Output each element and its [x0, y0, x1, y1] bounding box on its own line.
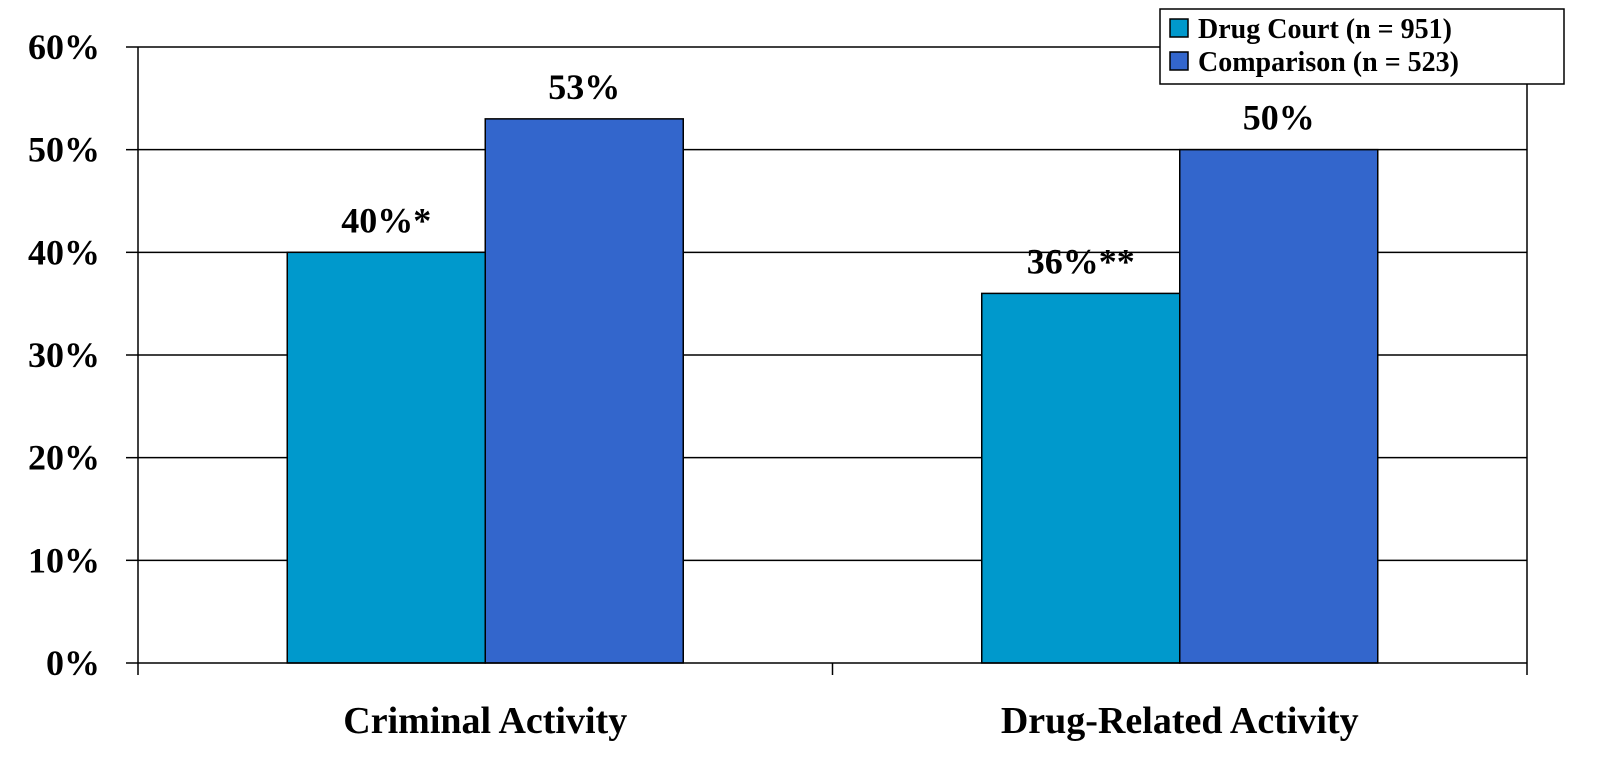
bar-drug-court-0 [286, 251, 486, 664]
data-label: 40%* [341, 200, 431, 240]
y-tick-labels: 0% 10% 20% 30% 40% 50% 60% [28, 27, 100, 683]
category-label: Drug-Related Activity [1001, 700, 1359, 742]
legend: Drug Court (n = 951)Comparison (n = 523) [1159, 8, 1565, 85]
legend-label: Comparison (n = 523) [1198, 47, 1459, 78]
y-tick-label: 50% [28, 130, 100, 170]
axes [126, 46, 1528, 675]
data-label: 36%** [1027, 241, 1135, 281]
y-tick-label: 0% [46, 643, 100, 683]
legend-box [1159, 8, 1565, 85]
category-label: Criminal Activity [343, 700, 627, 742]
y-tick-label: 20% [28, 438, 100, 478]
legend-swatch [1169, 18, 1189, 38]
data-label: 53% [548, 67, 620, 107]
y-tick-label: 60% [28, 27, 100, 67]
category-labels: Criminal Activity Drug-Related Activity [343, 700, 1358, 742]
bar-drug-court-1 [981, 292, 1181, 664]
data-label: 50% [1243, 98, 1315, 138]
bar-comparison-1 [1179, 148, 1379, 664]
legend-label: Drug Court (n = 951) [1198, 14, 1452, 45]
legend-swatch [1169, 51, 1189, 71]
y-tick-label: 30% [28, 335, 100, 375]
bars [286, 118, 1379, 664]
y-tick-label: 10% [28, 540, 100, 580]
bar-comparison-0 [484, 118, 684, 664]
y-tick-label: 40% [28, 232, 100, 272]
data-labels: 40%* 53% 36%** 50% [341, 67, 1315, 282]
